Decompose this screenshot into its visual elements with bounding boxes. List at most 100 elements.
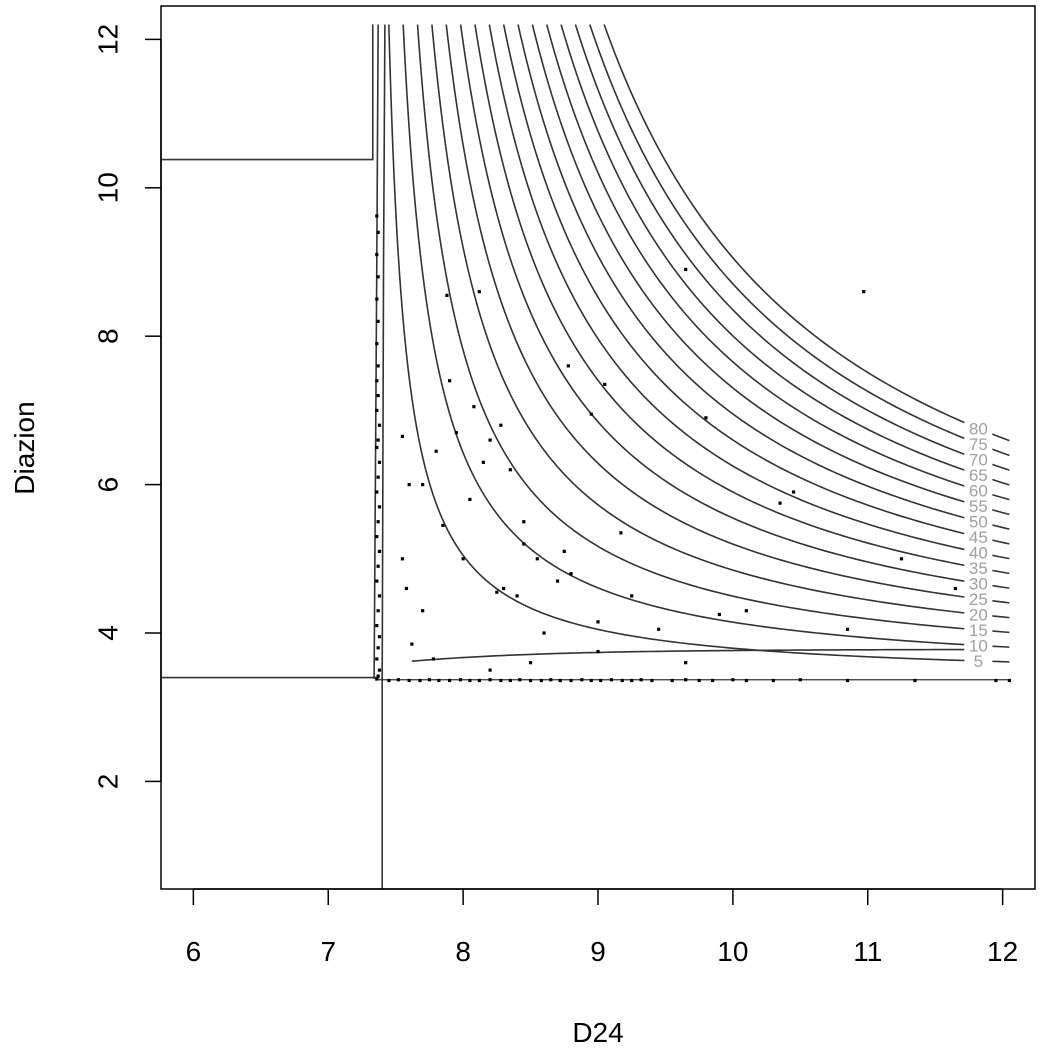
contour-label-bg	[964, 620, 993, 640]
data-point	[421, 609, 425, 613]
data-point	[555, 579, 560, 583]
contour-label-80: 80	[969, 419, 988, 438]
data-point	[441, 523, 445, 528]
y-tick-label: 6	[92, 477, 123, 493]
data-point	[375, 342, 379, 346]
data-point	[953, 586, 958, 591]
contour-label-bg	[964, 543, 993, 563]
data-point	[549, 678, 553, 682]
data-point	[569, 572, 573, 576]
data-point	[515, 594, 519, 598]
data-point	[684, 267, 688, 272]
data-point	[488, 668, 492, 672]
contour-line-15	[416, 24, 1010, 634]
data-point	[472, 405, 476, 409]
data-point	[596, 620, 600, 624]
data-point	[375, 579, 379, 583]
contour-label-bg	[964, 496, 993, 516]
data-point	[566, 364, 570, 368]
contour-label-bg	[964, 574, 993, 594]
data-point	[596, 649, 600, 654]
data-points	[375, 214, 1011, 683]
data-point	[845, 627, 850, 631]
data-point	[542, 631, 546, 635]
contour-label-75: 75	[969, 435, 988, 454]
data-point	[994, 678, 998, 683]
y-tick-label: 2	[92, 774, 123, 790]
data-point	[862, 290, 866, 294]
data-point	[377, 549, 382, 553]
data-point	[650, 678, 654, 683]
data-point	[501, 586, 506, 591]
contour-label-bg	[964, 512, 993, 532]
data-point	[731, 678, 735, 682]
contour-line-30	[459, 24, 1010, 589]
contour-label-bg	[964, 589, 993, 609]
data-point	[454, 431, 458, 435]
data-point	[375, 490, 379, 494]
contour-label-bg	[964, 605, 993, 625]
data-point	[376, 364, 380, 368]
y-tick-label: 4	[92, 625, 123, 641]
data-point	[387, 678, 391, 683]
data-point	[657, 627, 661, 631]
data-point	[1007, 678, 1011, 683]
data-point	[558, 678, 562, 683]
contour-label-20: 20	[969, 605, 988, 624]
data-point	[377, 423, 382, 427]
x-tick-label: 6	[186, 936, 202, 967]
y-tick-label: 10	[92, 172, 123, 203]
data-point	[437, 678, 441, 683]
contour-label-bg	[964, 434, 993, 454]
contour-label-45: 45	[969, 528, 988, 547]
data-point	[477, 290, 481, 294]
data-point	[434, 449, 438, 453]
data-point	[522, 520, 526, 524]
data-point	[603, 382, 607, 387]
data-point	[375, 252, 379, 257]
y-tick-label: 12	[92, 24, 123, 55]
data-point	[477, 678, 481, 683]
data-point	[620, 678, 624, 683]
data-point	[535, 557, 539, 561]
data-point	[445, 293, 449, 297]
data-point	[499, 423, 503, 427]
contour-label-bg	[964, 558, 993, 578]
data-point	[468, 678, 472, 683]
data-point	[375, 214, 379, 218]
data-point	[798, 678, 802, 682]
data-point	[704, 416, 708, 420]
data-point	[400, 434, 405, 438]
contour-line-80	[603, 24, 1010, 442]
data-point	[684, 661, 688, 665]
data-point	[518, 678, 522, 682]
contour-label-bg	[964, 481, 993, 501]
contour-label-bg	[964, 636, 993, 656]
data-point	[431, 657, 436, 661]
data-point	[609, 678, 614, 682]
data-point	[580, 678, 584, 682]
data-point	[377, 594, 382, 598]
contour-label-bg	[964, 651, 993, 671]
data-point	[376, 609, 380, 613]
x-axis-title: D24	[572, 1017, 623, 1048]
data-point	[375, 677, 379, 681]
data-point	[508, 678, 512, 683]
data-point	[528, 678, 533, 683]
contour-label-40: 40	[969, 543, 988, 562]
data-point	[375, 623, 379, 628]
data-point	[377, 505, 382, 509]
data-point	[717, 612, 721, 617]
data-point	[418, 678, 422, 683]
data-point	[589, 678, 593, 683]
contour-label-30: 30	[969, 574, 988, 593]
x-tick-label: 9	[590, 936, 606, 967]
data-point	[377, 668, 382, 672]
data-point	[375, 297, 379, 301]
data-point	[458, 678, 463, 682]
contour-line-5	[388, 24, 1010, 663]
data-point	[630, 678, 634, 683]
data-point	[376, 646, 380, 650]
data-point	[845, 678, 850, 683]
